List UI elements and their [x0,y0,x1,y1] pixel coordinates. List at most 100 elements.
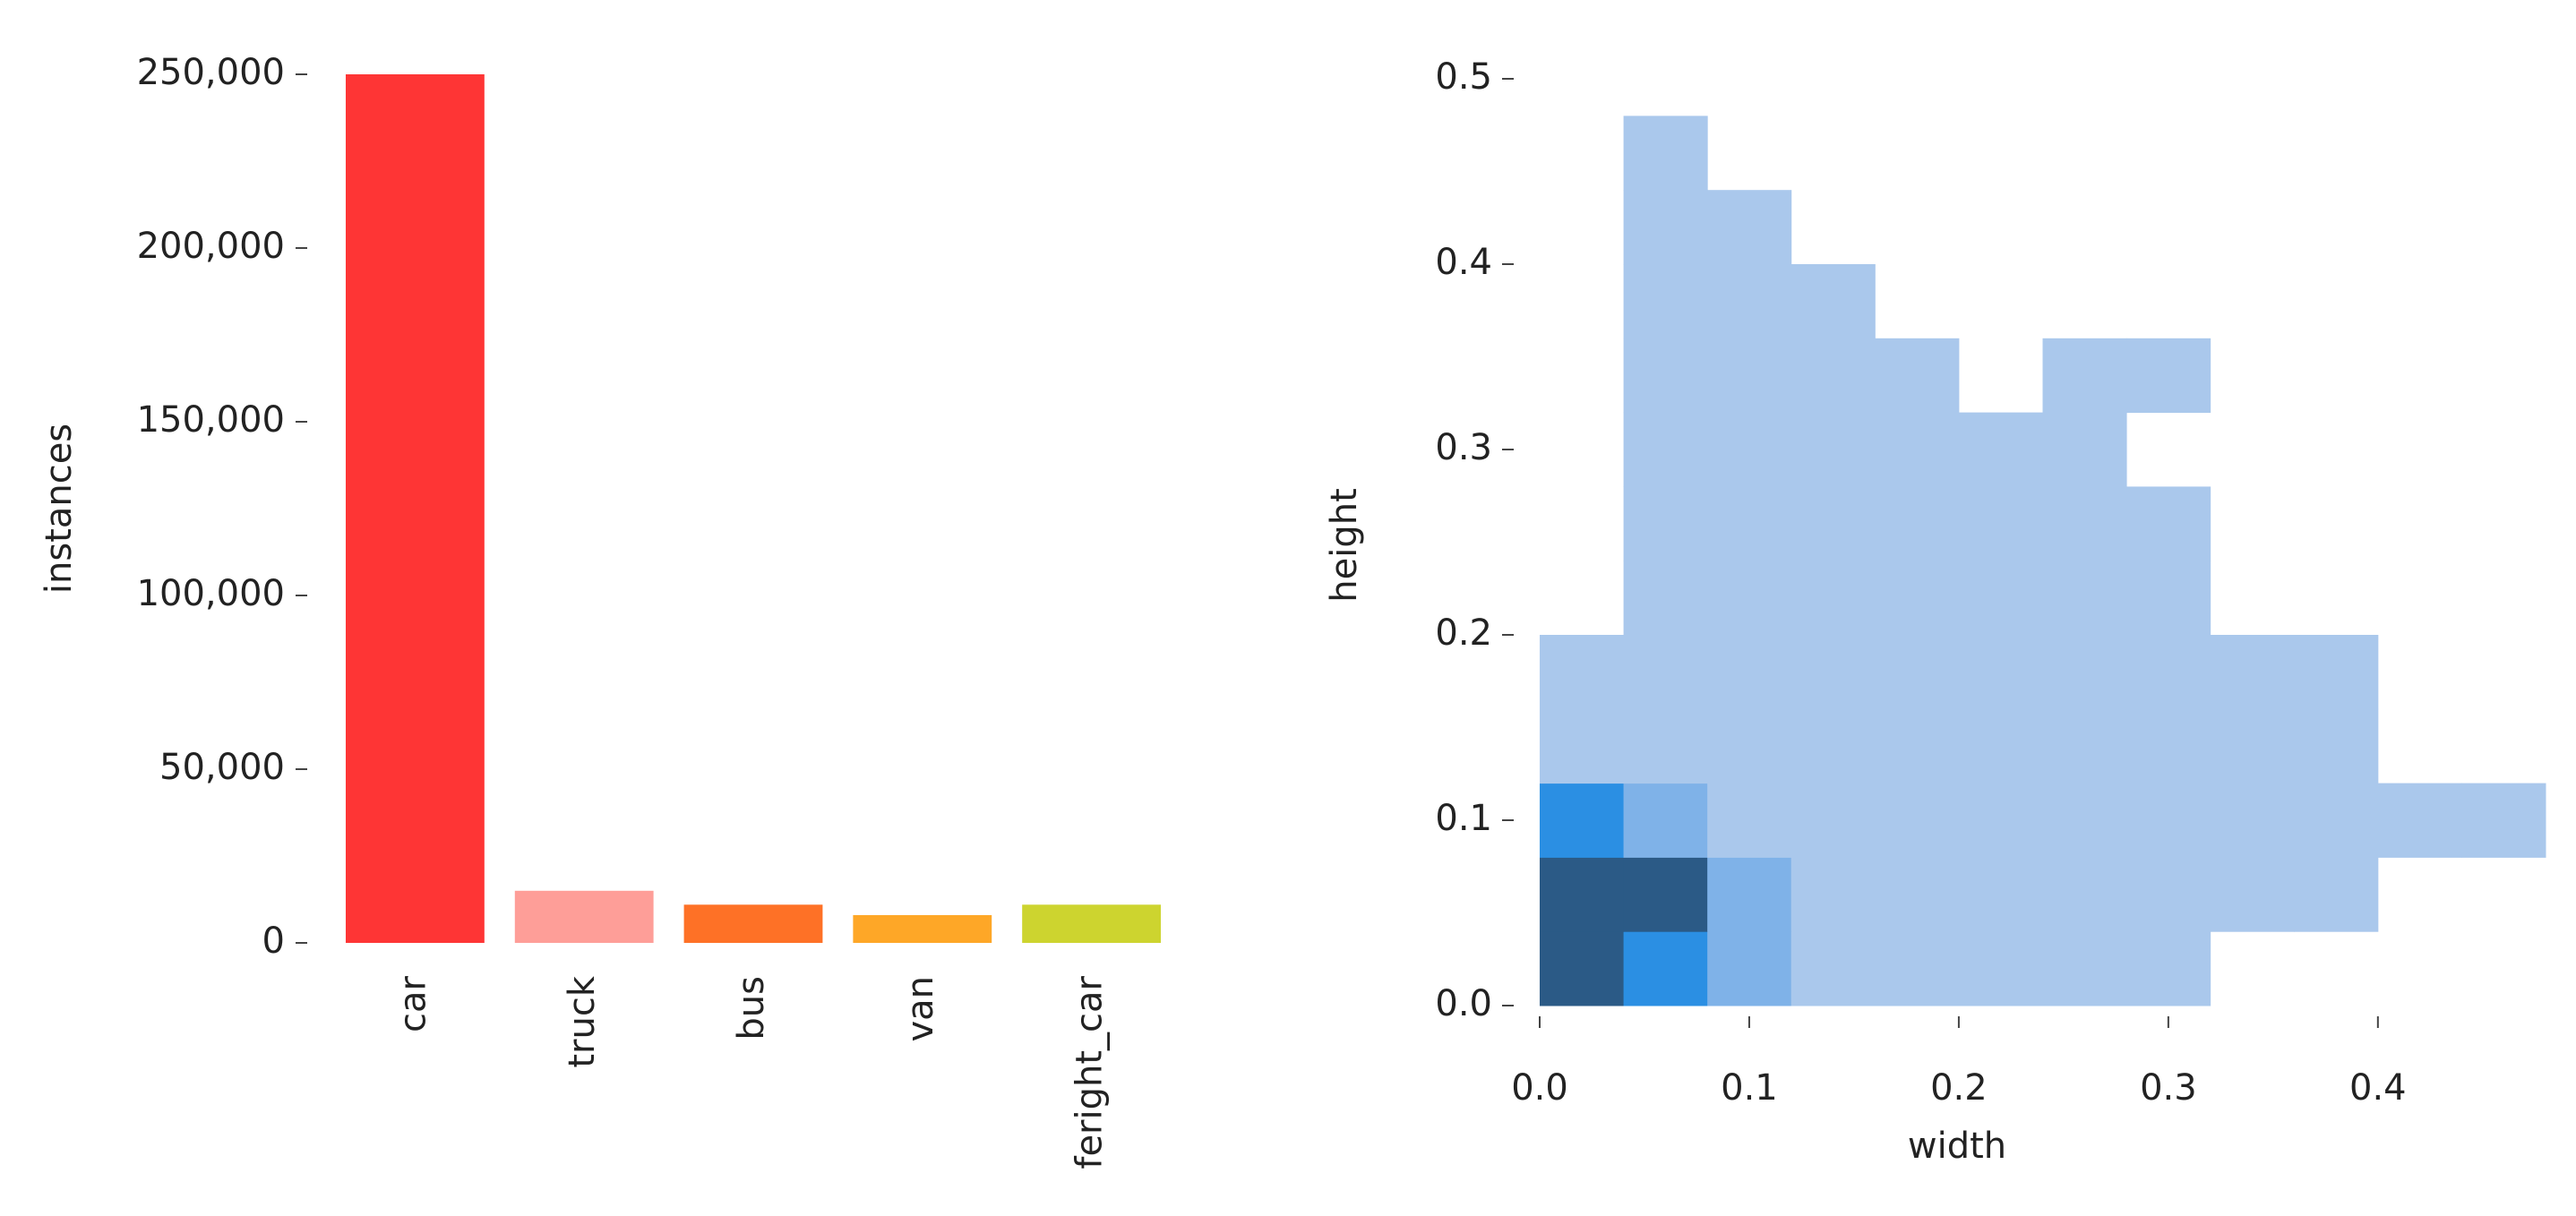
heat-cell [2126,635,2211,710]
y-tick-label: 0.3 [1435,427,1492,468]
y-tick-label: 0.4 [1435,242,1492,283]
y-axis-label: height [1324,488,1365,603]
heat-cell [2210,635,2295,710]
heat-cell [2042,412,2127,487]
heat-cell [1958,783,2043,858]
heat-cell [1790,931,1876,1006]
heat-cell [2126,783,2211,858]
heat-cell [1790,783,1876,858]
heat-cell [1707,264,1792,339]
x-tick-label: feright_car [1069,975,1111,1169]
heat-cell [1623,116,1708,191]
heat-cell [1958,931,2043,1006]
heat-cell [1790,486,1876,561]
y-tick-label: 100,000 [137,573,285,614]
heat-cell [1707,486,1792,561]
y-tick-label: 50,000 [159,747,285,788]
heat-cell [1958,635,2043,710]
heat-cell [1540,635,1625,710]
heat-cell [1540,783,1625,858]
bar [1022,904,1162,943]
bar [683,904,823,943]
heat-cell [1875,857,1960,932]
heat-cell [2042,561,2127,636]
heat-cell [1875,338,1960,414]
heat-cell [2461,783,2546,858]
x-axis-label: width [1908,1126,2006,1167]
heat-cell [1707,338,1792,414]
heat-cell [1623,857,1708,932]
y-tick-label: 0.1 [1435,798,1492,839]
x-tick-label: car [392,975,434,1032]
heat-cell [1623,635,1708,710]
heat-cell [1875,635,1960,710]
x-tick-label: 0.0 [1511,1067,1568,1109]
heat-cell [1790,857,1876,932]
heat-cell [1623,264,1708,339]
heat-cell [2042,635,2127,710]
heat-cell [2126,708,2211,784]
heat-cell [2294,783,2379,858]
x-tick-label: van [900,976,941,1042]
heat-cell [1790,412,1876,487]
heat-cell [1540,857,1625,932]
x-tick-label: bus [731,976,772,1040]
heat-cell [2294,635,2379,710]
heat-cell [1623,561,1708,636]
heat-cell [1958,857,2043,932]
y-tick-label: 0.2 [1435,612,1492,654]
heat-cell [2126,561,2211,636]
heat-cell [1875,486,1960,561]
heat-cell [1623,338,1708,414]
heat-cell [1623,190,1708,265]
heat-cell [1623,486,1708,561]
x-tick-label: 0.1 [1721,1067,1778,1109]
x-tick-label: 0.4 [2349,1067,2407,1109]
y-tick-label: 200,000 [137,226,285,267]
heat-cell [2042,783,2127,858]
bar [853,914,992,943]
heat-cell [1623,783,1708,858]
heat-cell [1875,412,1960,487]
heat-cell [2126,338,2211,414]
heat-cell [1623,708,1708,784]
heat-cell [1790,708,1876,784]
y-tick-label: 0 [262,921,285,962]
heat-cell [2210,783,2295,858]
heat-cell [1958,486,2043,561]
heat-cell [1707,412,1792,487]
heat-cell [1790,561,1876,636]
heat-cell [1790,635,1876,710]
bar [345,74,485,943]
heat-cell [2126,931,2211,1006]
x-tick-label: 0.2 [1930,1067,1988,1109]
x-tick-label: 0.3 [2140,1067,2197,1109]
heat-cell [1790,338,1876,414]
heat-cell [2210,708,2295,784]
heat-cell [1707,857,1792,932]
y-axis-label: instances [39,424,80,594]
heat-cell [2042,931,2127,1006]
y-tick-label: 0.0 [1435,983,1492,1024]
heat-cell [1707,931,1792,1006]
heat-cell [2042,338,2127,414]
heat-cell [1875,783,1960,858]
heat-cell [1540,708,1625,784]
heat-cell [2126,486,2211,561]
heat-cell [1790,264,1876,339]
heat-cell [1875,561,1960,636]
heat-cell [2042,486,2127,561]
heat-cell [2294,708,2379,784]
heat-cell [1875,708,1960,784]
heat-cell [1707,635,1792,710]
heat-cell [1707,783,1792,858]
y-tick-label: 250,000 [137,52,285,93]
heat-cell [1875,931,1960,1006]
heat-cell [1623,931,1708,1006]
heat-cell [1958,412,2043,487]
heat-cell [1707,561,1792,636]
heat-cell [2294,857,2379,932]
heat-cell [2210,857,2295,932]
